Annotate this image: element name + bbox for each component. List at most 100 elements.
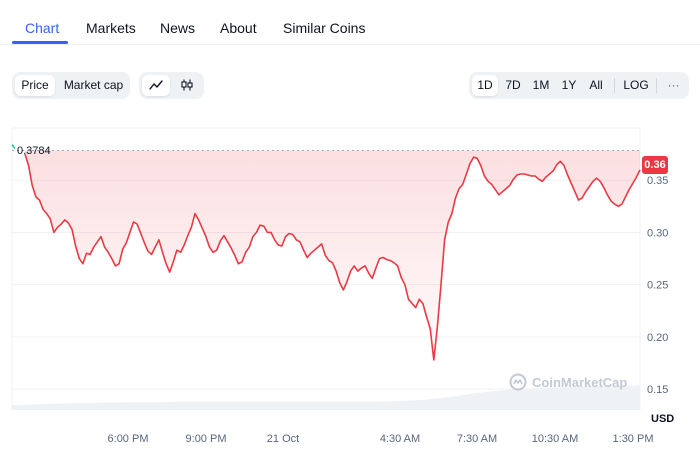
data-point: [567, 174, 568, 175]
data-point: [422, 303, 423, 304]
data-point: [563, 165, 564, 166]
data-point: [549, 173, 550, 174]
metric-toggle: Price Market cap: [12, 72, 130, 99]
data-point: [538, 179, 539, 180]
data-point: [245, 252, 246, 253]
data-point: [140, 233, 141, 234]
range-1m-button[interactable]: 1M: [532, 78, 550, 92]
tab-similar-coins[interactable]: Similar Coins: [283, 20, 366, 36]
data-point: [629, 189, 630, 190]
data-point: [216, 250, 217, 251]
log-scale-button[interactable]: LOG: [623, 78, 649, 92]
data-point: [444, 239, 445, 240]
tab-about[interactable]: About: [220, 20, 257, 36]
data-point: [104, 247, 105, 248]
tab-chart[interactable]: Chart: [25, 20, 60, 36]
data-point: [82, 263, 83, 264]
data-point: [32, 185, 33, 186]
market-cap-button[interactable]: Market cap: [63, 78, 124, 92]
range-all-button[interactable]: All: [589, 78, 603, 92]
data-point: [513, 179, 514, 180]
data-point: [603, 187, 604, 188]
candlestick-chart-button[interactable]: [173, 75, 201, 96]
data-point: [336, 271, 337, 272]
data-point: [469, 163, 470, 164]
data-point: [480, 165, 481, 166]
x-tick-label: 21 Oct: [267, 433, 299, 445]
data-point: [614, 204, 615, 205]
start-marker: [11, 144, 16, 150]
data-point: [209, 247, 210, 248]
data-point: [560, 161, 561, 162]
data-point: [636, 177, 637, 178]
data-point: [242, 261, 243, 262]
time-range-toggle: 1D 7D 1M 1Y All LOG ···: [469, 72, 689, 99]
range-1y-button[interactable]: 1Y: [561, 78, 577, 92]
active-tab-indicator: [12, 41, 68, 44]
data-point: [111, 258, 112, 259]
y-tick-label: 0.15: [647, 384, 668, 396]
y-tick-label: 0.35: [647, 175, 668, 187]
data-point: [314, 250, 315, 251]
data-point: [97, 241, 98, 242]
data-point: [440, 284, 441, 285]
more-options-button[interactable]: ···: [667, 78, 680, 92]
data-point: [592, 181, 593, 182]
data-point: [39, 200, 40, 201]
data-point: [502, 191, 503, 192]
data-point: [68, 222, 69, 223]
data-point: [270, 232, 271, 233]
data-point: [238, 263, 239, 264]
data-point: [545, 177, 546, 178]
data-point: [173, 261, 174, 262]
x-tick-label: 4:30 AM: [380, 433, 420, 445]
data-point: [426, 316, 427, 317]
data-point: [198, 219, 199, 220]
data-point: [408, 299, 409, 300]
data-point: [625, 196, 626, 197]
data-point: [325, 255, 326, 256]
data-point: [292, 234, 293, 235]
range-7d-button[interactable]: 7D: [505, 78, 521, 92]
data-point: [582, 197, 583, 198]
data-point: [488, 181, 489, 182]
tab-markets[interactable]: Markets: [86, 20, 136, 36]
candlestick-icon: [181, 79, 193, 91]
x-tick-label: 10:30 AM: [532, 433, 578, 445]
data-point: [90, 254, 91, 255]
data-point: [166, 263, 167, 264]
price-button[interactable]: Price: [15, 75, 55, 96]
tab-news[interactable]: News: [160, 20, 196, 36]
data-point: [354, 265, 355, 266]
data-point: [61, 224, 62, 225]
price-chart[interactable]: 0.15 0.20 0.25 0.30 0.35 6:00 PM 9:00 PM 21 Oc…: [0, 120, 700, 460]
data-point: [535, 175, 536, 176]
data-point: [328, 260, 329, 261]
data-point: [516, 174, 517, 175]
data-point: [194, 213, 195, 214]
data-point: [506, 188, 507, 189]
start-price-label: 0.3784: [17, 145, 51, 157]
data-point: [137, 224, 138, 225]
data-point: [484, 175, 485, 176]
x-tick-label: 1:30 PM: [613, 433, 654, 445]
watermark-text: CoinMarketCap: [532, 374, 628, 390]
data-point: [498, 194, 499, 195]
data-point: [50, 218, 51, 219]
data-point: [350, 271, 351, 272]
data-point: [57, 227, 58, 228]
line-chart-button[interactable]: [142, 75, 170, 96]
data-point: [46, 213, 47, 214]
data-point: [600, 181, 601, 182]
data-point: [252, 236, 253, 237]
data-point: [448, 221, 449, 222]
data-point: [368, 273, 369, 274]
data-point: [343, 289, 344, 290]
data-point: [618, 206, 619, 207]
line-chart-icon: [149, 80, 163, 90]
data-point: [404, 284, 405, 285]
data-point: [596, 178, 597, 179]
range-1d-button[interactable]: 1D: [472, 75, 498, 96]
data-point: [79, 258, 80, 259]
currency-label: USD: [651, 413, 675, 425]
